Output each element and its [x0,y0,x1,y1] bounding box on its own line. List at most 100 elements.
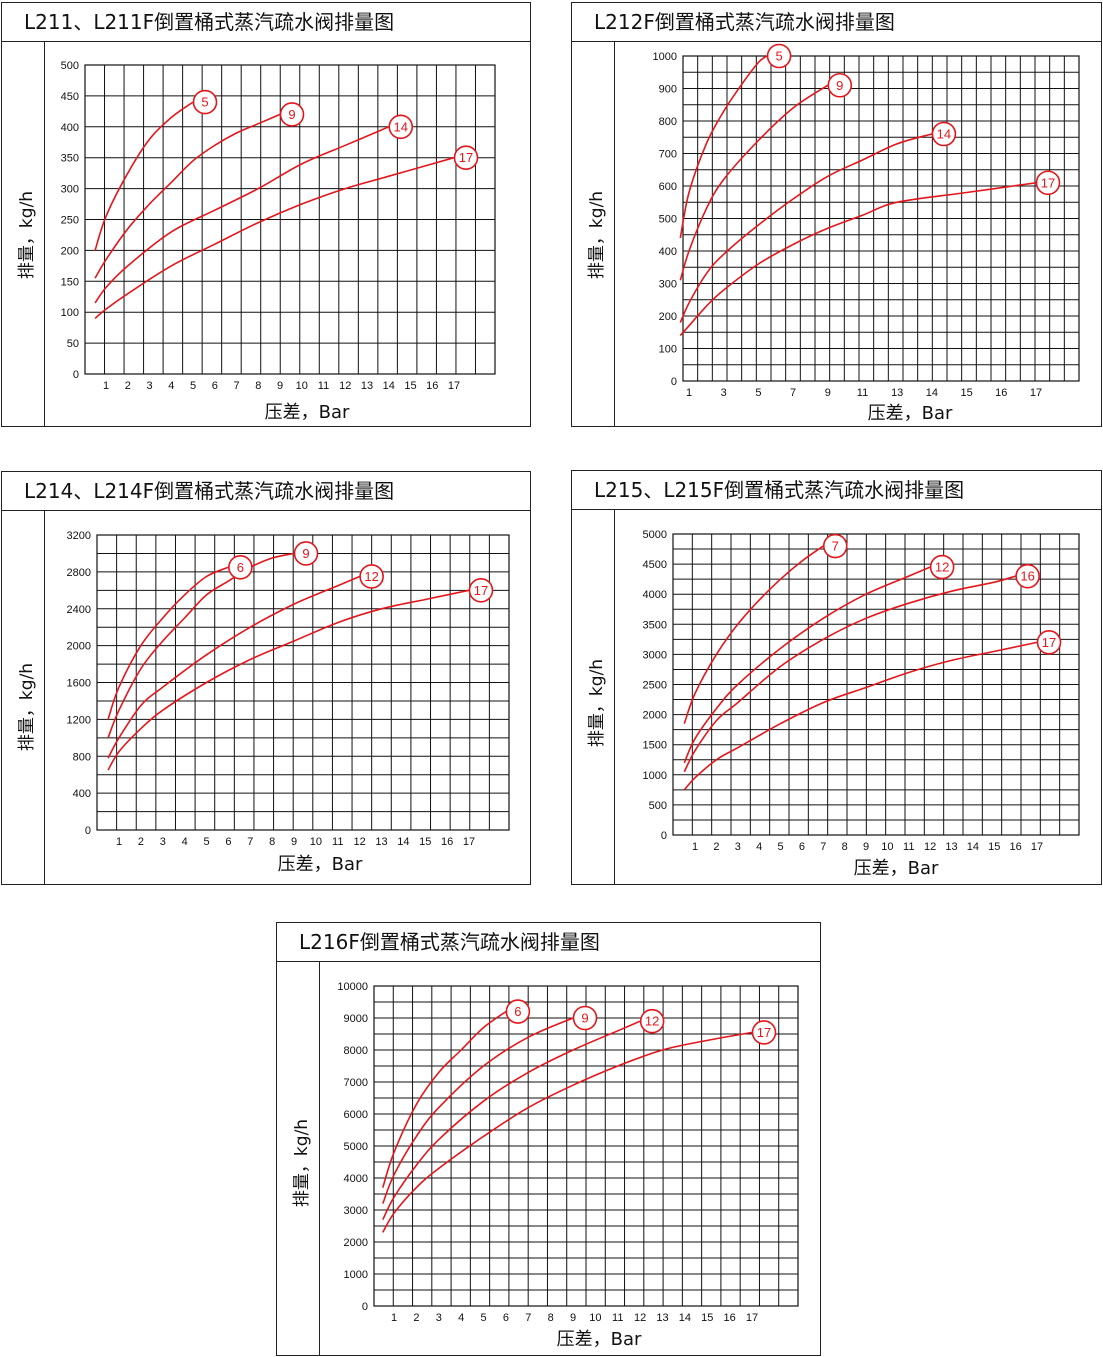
x-tick-label: 6 [799,841,805,853]
series-label: 6 [514,1004,521,1019]
ylabel-column [614,509,615,884]
series-badge-5: 5 [766,43,792,69]
x-tick-label: 15 [701,1312,713,1324]
y-axis-label: 排量，kg/h [17,663,37,751]
y-tick-label: 2500 [643,680,667,692]
y-tick-label: 400 [659,246,677,258]
y-tick-label: 8000 [344,1045,368,1057]
y-tick-label: 350 [61,153,79,165]
y-tick-label: 1000 [344,1269,368,1281]
y-tick-label: 800 [73,751,91,763]
series-label: 5 [201,95,208,110]
x-tick-label: 12 [924,841,936,853]
x-tick-label: 7 [820,841,826,853]
x-tick-label: 5 [480,1312,486,1324]
y-tick-label: 500 [659,214,677,226]
x-tick-label: 1 [686,387,692,399]
y-tick-label: 400 [61,122,79,134]
x-tick-label: 3 [721,387,727,399]
x-tick-label: 7 [247,836,253,848]
y-tick-label: 4000 [643,589,667,601]
y-tick-label: 0 [73,369,79,381]
x-tick-label: 3 [160,836,166,848]
series-label: 12 [645,1014,659,1029]
y-tick-label: 4000 [344,1173,368,1185]
series-badge-17: 17 [751,1020,777,1045]
series-badge-16: 16 [1015,563,1040,589]
x-tick-label: 16 [426,380,438,392]
series-label: 17 [1042,635,1056,650]
x-tick-label: 9 [825,387,831,399]
x-tick-label: 2 [125,380,131,392]
x-tick-label: 17 [1031,841,1043,853]
chart-title: L211、L211F倒置桶式蒸汽疏水阀排量图 [2,3,530,42]
x-tick-label: 2 [713,841,719,853]
series-badge-7: 7 [822,533,848,559]
chart-panel-l211: L211、L211F倒置桶式蒸汽疏水阀排量图 0 50 100 150 200 250 30… [1,2,531,427]
x-tick-label: 17 [463,836,475,848]
x-tick-label: 10 [310,836,322,848]
chart-panel-l214: L214、L214F倒置桶式蒸汽疏水阀排量图 0 400 800 1200 1600 20… [1,471,531,885]
y-tick-label: 200 [61,245,79,257]
y-tick-label: 2000 [67,641,91,653]
y-tick-label: 2800 [67,567,91,579]
series-label: 16 [1020,569,1034,584]
x-tick-label: 13 [375,836,387,848]
series-label: 9 [836,78,843,93]
x-tick-label: 12 [634,1312,646,1324]
series-curve-17 [679,182,1037,337]
x-axis-label: 压差，Bar [557,1329,642,1350]
x-tick-label: 4 [756,841,762,853]
series-label: 9 [581,1011,588,1026]
x-tick-label: 4 [458,1312,464,1324]
x-tick-label: 14 [383,380,395,392]
y-tick-label: 2000 [643,710,667,722]
x-tick-label: 16 [441,836,453,848]
series-badge-14: 14 [931,121,957,147]
x-tick-label: 13 [945,841,957,853]
x-tick-label: 17 [746,1312,758,1324]
y-tick-label: 3000 [643,649,667,661]
x-tick-label: 12 [339,380,351,392]
series-badge-9: 9 [293,541,319,566]
series-label: 17 [459,150,473,165]
series-curve-17 [94,156,455,319]
x-tick-label: 2 [413,1312,419,1324]
x-tick-label: 15 [419,836,431,848]
x-tick-label: 14 [967,841,979,853]
chart-panel-l215: L215、L215F倒置桶式蒸汽疏水阀排量图 0 500 1000 1500 2000 2… [571,470,1102,885]
x-tick-label: 15 [960,387,972,399]
series-curve-17 [683,641,1038,791]
series-badge-17: 17 [453,145,479,170]
series-curve-5 [679,55,768,239]
series-curve-14 [94,126,390,304]
y-tick-label: 3500 [643,619,667,631]
x-tick-label: 7 [790,387,796,399]
y-tick-label: 3000 [344,1205,368,1217]
x-tick-label: 1 [116,836,122,848]
x-tick-label: 10 [296,380,308,392]
y-tick-label: 1000 [643,770,667,782]
series-curve-9 [679,84,829,281]
series-badge-6: 6 [505,999,531,1024]
series-curve-12 [382,1020,641,1220]
chart-panel-l212f: L212F倒置桶式蒸汽疏水阀排量图 0 100 200 300 400 500 600 700… [571,2,1102,427]
y-tick-label: 500 [61,60,79,72]
y-axis-label: 排量，kg/h [587,191,607,279]
series-label: 9 [288,107,295,122]
series-badge-6: 6 [228,554,253,580]
series-curve-6 [382,1010,507,1188]
series-curve-9 [94,113,281,279]
series-curve-12 [107,575,360,759]
x-tick-label: 12 [354,836,366,848]
x-tick-label: 3 [735,841,741,853]
y-axis-label: 排量，kg/h [292,1119,312,1207]
series-curve-16 [683,575,1016,773]
x-tick-label: 16 [1010,841,1022,853]
ylabel-column [44,510,45,884]
x-tick-label: 16 [995,387,1007,399]
chart-svg: 0 1000 2000 3000 4000 5000 6000 7000 8000 9000 100… [292,981,799,1350]
x-tick-label: 3 [436,1312,442,1324]
x-tick-label: 9 [291,836,297,848]
